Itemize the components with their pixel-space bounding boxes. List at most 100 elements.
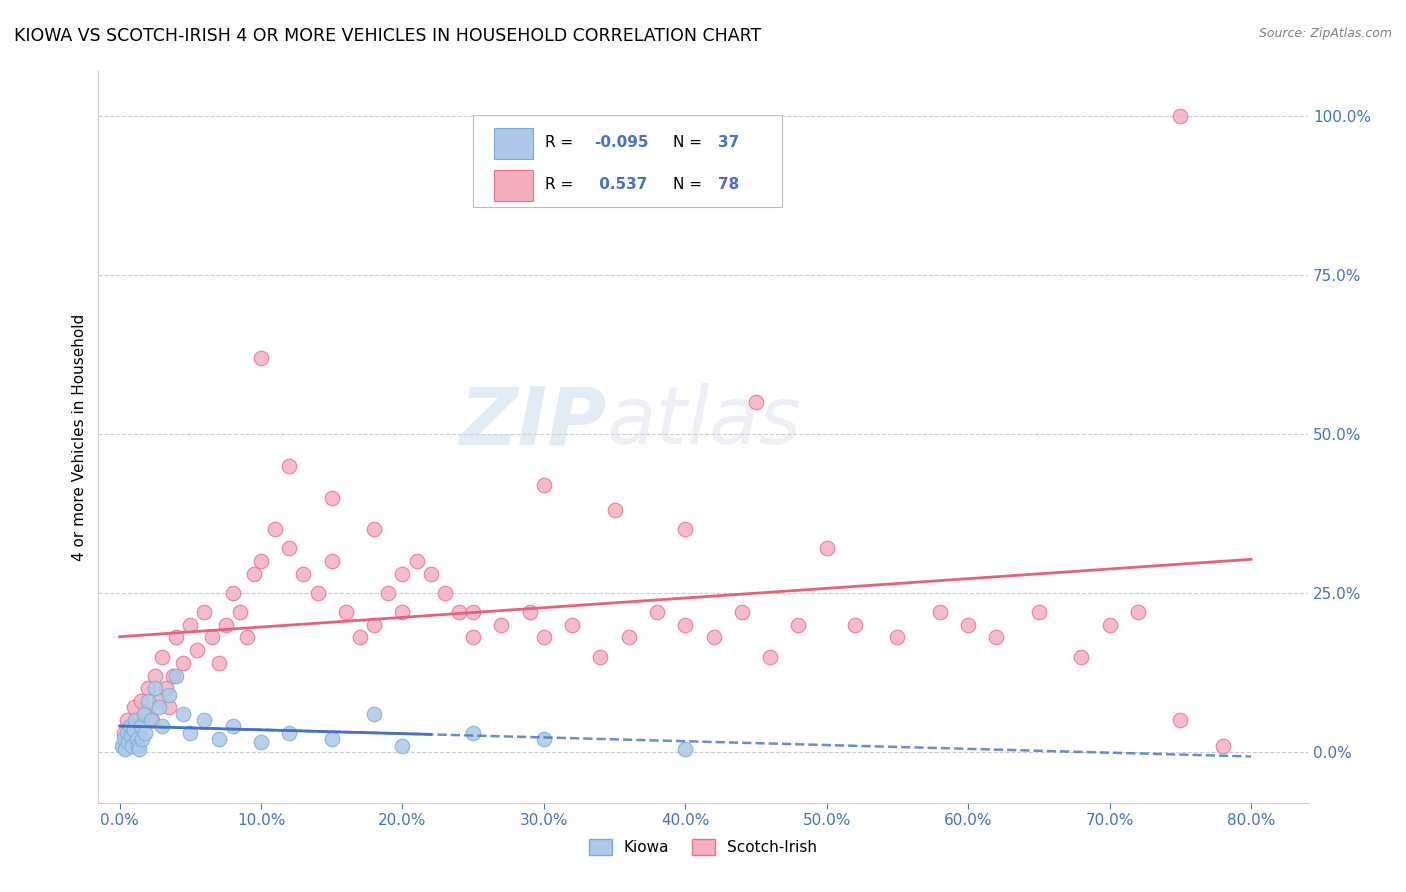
Point <box>139 713 162 727</box>
Point <box>143 668 166 682</box>
Point <box>165 668 187 682</box>
Point <box>115 713 138 727</box>
Point <box>391 739 413 753</box>
Point <box>321 554 343 568</box>
Point <box>148 700 170 714</box>
Point <box>250 554 273 568</box>
Point <box>118 719 141 733</box>
Point <box>1028 605 1050 619</box>
Point <box>264 522 287 536</box>
Text: 78: 78 <box>717 177 738 192</box>
Point <box>815 541 838 556</box>
Point <box>134 726 156 740</box>
Point <box>207 656 229 670</box>
Point <box>363 706 385 721</box>
Point <box>335 605 357 619</box>
Point <box>278 726 301 740</box>
Point <box>132 706 155 721</box>
Point <box>155 681 177 696</box>
Text: R =: R = <box>544 177 578 192</box>
Point <box>125 719 148 733</box>
Point <box>222 719 245 733</box>
Point <box>122 700 145 714</box>
Point <box>215 617 238 632</box>
Point <box>673 617 696 632</box>
Point <box>111 739 134 753</box>
Point <box>1168 713 1191 727</box>
Point <box>703 631 725 645</box>
Point <box>243 566 266 581</box>
Point <box>844 617 866 632</box>
Point <box>136 694 159 708</box>
Point <box>1168 109 1191 123</box>
Point <box>129 694 152 708</box>
Point <box>121 739 143 753</box>
Point <box>222 586 245 600</box>
Point <box>673 522 696 536</box>
Point <box>207 732 229 747</box>
Point <box>112 726 135 740</box>
Point <box>957 617 980 632</box>
Point <box>307 586 329 600</box>
Point <box>363 522 385 536</box>
Text: ZIP: ZIP <box>458 384 606 461</box>
Text: N =: N = <box>672 135 707 150</box>
Point <box>292 566 315 581</box>
Y-axis label: 4 or more Vehicles in Household: 4 or more Vehicles in Household <box>72 313 87 561</box>
Point <box>928 605 950 619</box>
Point <box>250 735 273 749</box>
Point <box>463 726 485 740</box>
Point <box>143 681 166 696</box>
Point <box>321 491 343 505</box>
Point <box>673 741 696 756</box>
Point <box>141 713 163 727</box>
Point <box>150 649 173 664</box>
Point <box>117 735 139 749</box>
Text: -0.095: -0.095 <box>595 135 648 150</box>
Point <box>533 732 555 747</box>
Point <box>447 605 470 619</box>
Point <box>377 586 399 600</box>
Text: KIOWA VS SCOTCH-IRISH 4 OR MORE VEHICLES IN HOUSEHOLD CORRELATION CHART: KIOWA VS SCOTCH-IRISH 4 OR MORE VEHICLES… <box>14 27 761 45</box>
Point <box>118 732 141 747</box>
Text: N =: N = <box>672 177 707 192</box>
Point <box>120 729 142 743</box>
Point <box>112 732 135 747</box>
Point <box>519 605 541 619</box>
Point <box>131 732 153 747</box>
Point <box>172 706 194 721</box>
Point <box>645 605 668 619</box>
Point <box>179 726 201 740</box>
Text: atlas: atlas <box>606 384 801 461</box>
Point <box>129 719 152 733</box>
Text: R =: R = <box>544 135 578 150</box>
Point <box>533 631 555 645</box>
Point <box>349 631 371 645</box>
Point <box>157 688 180 702</box>
Point <box>200 631 222 645</box>
Point <box>391 566 413 581</box>
Point <box>193 605 215 619</box>
Point <box>124 713 146 727</box>
Point <box>162 668 184 682</box>
Point <box>150 719 173 733</box>
Bar <box>494 128 533 159</box>
Point <box>561 617 583 632</box>
Point <box>179 617 201 632</box>
Point <box>134 706 156 721</box>
Point <box>759 649 782 664</box>
Point <box>122 723 145 737</box>
Point <box>533 477 555 491</box>
Point <box>165 631 187 645</box>
Text: Source: ZipAtlas.com: Source: ZipAtlas.com <box>1258 27 1392 40</box>
Point <box>1070 649 1092 664</box>
Point <box>115 726 138 740</box>
Text: 0.537: 0.537 <box>595 177 648 192</box>
Point <box>745 395 768 409</box>
Point <box>127 739 149 753</box>
Point <box>1126 605 1149 619</box>
Point <box>419 566 441 581</box>
Point <box>433 586 456 600</box>
Point <box>589 649 612 664</box>
Point <box>1212 739 1234 753</box>
